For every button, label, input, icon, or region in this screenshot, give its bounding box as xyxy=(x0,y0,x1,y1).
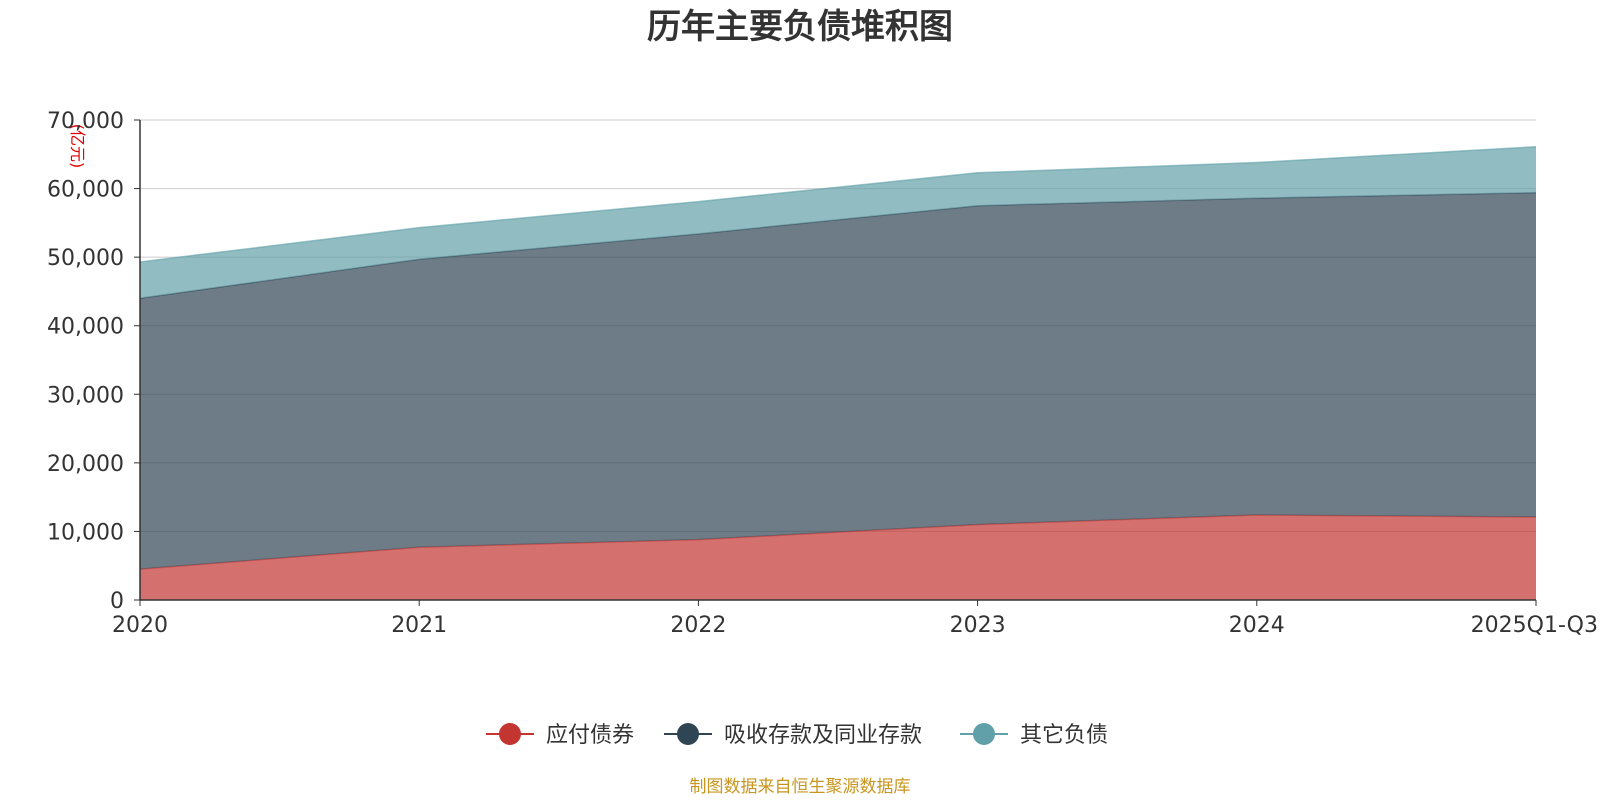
area-series-2 xyxy=(140,192,1536,570)
chart-title: 历年主要负债堆积图 xyxy=(647,7,953,47)
y-tick-label: 20,000 xyxy=(47,452,124,477)
legend-label: 应付债券 xyxy=(546,723,634,748)
area-series-3-line xyxy=(139,145,1537,263)
legend: 应付债券 吸收存款及同业存款 其它负债 xyxy=(486,723,1108,748)
axes: 0 10,000 20,000 30,000 40,000 50,000 60,000 70,… xyxy=(47,109,1598,638)
source-note: 制图数据来自恒生聚源数据库 xyxy=(690,777,911,797)
y-tick-label: 10,000 xyxy=(47,520,124,545)
y-tick-label: 30,000 xyxy=(47,383,124,408)
legend-marker xyxy=(677,723,699,745)
x-tick-label: 2021 xyxy=(391,613,447,638)
y-tick-label: 40,000 xyxy=(47,315,124,340)
area-series-group xyxy=(139,145,1537,600)
x-tick-label: 2022 xyxy=(670,613,726,638)
legend-label: 吸收存款及同业存款 xyxy=(724,723,922,748)
y-tick-label: 60,000 xyxy=(47,178,124,203)
legend-marker xyxy=(499,723,521,745)
x-tick-label: 2024 xyxy=(1229,613,1285,638)
legend-label: 其它负债 xyxy=(1020,723,1108,748)
y-tick-label: 50,000 xyxy=(47,246,124,271)
y-tick-label: 0 xyxy=(110,589,124,614)
legend-item-3[interactable]: 其它负债 xyxy=(960,723,1108,748)
area-series-3 xyxy=(140,146,1536,299)
x-tick-label: 2020 xyxy=(112,613,168,638)
area-series-1 xyxy=(140,514,1536,600)
legend-item-2[interactable]: 吸收存款及同业存款 xyxy=(664,723,922,748)
y-tick-label: 70,000 xyxy=(47,109,124,134)
legend-marker xyxy=(973,723,995,745)
legend-item-1[interactable]: 应付债券 xyxy=(486,723,634,748)
y-axis-unit-label: (亿元) xyxy=(68,124,87,169)
x-tick-label: 2023 xyxy=(950,613,1006,638)
x-tick-label: 2025Q1-Q3 xyxy=(1471,613,1598,638)
